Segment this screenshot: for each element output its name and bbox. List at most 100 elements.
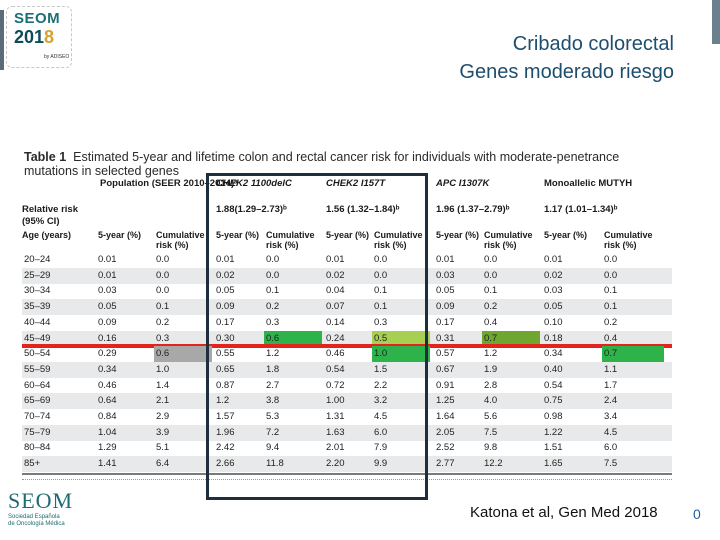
table-row: 45–49 0.16 0.3 0.30 0.6 0.24 0.5 0.31 0.7 0.18 0.4 (22, 330, 672, 347)
value-cell: 5.1 (156, 442, 170, 454)
value-cell: 0.40 (544, 363, 563, 375)
value-cell: 0.03 (544, 285, 563, 297)
value-cell: 0.1 (156, 301, 170, 313)
value-cell: 0.0 (156, 269, 170, 281)
value-cell: 6.0 (374, 426, 388, 438)
value-cell: 1.96 (216, 426, 235, 438)
table-caption-label: Table 1 (24, 150, 67, 164)
value-cell: 2.66 (216, 458, 235, 470)
left-accent-bar (0, 10, 4, 70)
age-cell: 80–84 (24, 442, 51, 454)
value-cell: 0.65 (216, 363, 235, 375)
cell-highlight (154, 346, 212, 363)
value-cell: 0.02 (326, 269, 345, 281)
value-cell: 0.2 (156, 316, 170, 328)
table-row: 30–34 0.03 0.0 0.05 0.1 0.04 0.1 0.05 0.1 0.03 0.1 (22, 283, 672, 299)
table-row: 80–84 1.29 5.1 2.42 9.4 2.01 7.9 2.52 9.8 1.51 6.0 (22, 440, 672, 456)
value-cell: 0.17 (436, 316, 455, 328)
slide-title-line2: Genes moderado riesgo (459, 61, 674, 83)
value-cell: 7.5 (604, 458, 618, 470)
value-cell: 0.05 (436, 285, 455, 297)
value-cell: 0.75 (544, 395, 563, 407)
value-cell: 0.16 (98, 332, 117, 344)
value-cell: 2.20 (326, 458, 345, 470)
value-cell: 1.63 (326, 426, 345, 438)
value-cell: 0.0 (484, 254, 498, 265)
cell-highlight (602, 346, 664, 363)
value-cell: 0.07 (326, 301, 345, 313)
value-cell: 0.0 (484, 269, 498, 281)
value-cell: 0.4 (604, 332, 618, 344)
value-cell: 0.72 (326, 379, 345, 391)
value-cell: 1.00 (326, 395, 345, 407)
value-cell: 5.3 (266, 411, 280, 422)
value-cell: 1.7 (604, 379, 618, 391)
col-header: 5-year (%) (326, 230, 370, 240)
logo-badge (6, 6, 72, 68)
value-cell: 2.77 (436, 458, 455, 470)
value-cell: 1.57 (216, 411, 235, 422)
value-cell: 0.2 (266, 301, 280, 313)
value-cell: 0.29 (98, 348, 117, 360)
age-50-threshold-line (22, 344, 672, 349)
value-cell: 1.64 (436, 411, 455, 422)
value-cell: 0.1 (266, 285, 280, 297)
rr-mutyh: 1.17 (1.01–1.34)ᵇ (544, 204, 618, 215)
relative-risk-row: Relative risk (95% CI) 1.88(1.29–2.73)ᵇ … (22, 204, 672, 227)
table-row: 25–29 0.01 0.0 0.02 0.0 0.02 0.0 0.03 0.0 0.02 0.0 (22, 267, 672, 284)
value-cell: 0.6 (266, 332, 280, 344)
column-header-row: Age (years) 5-year (%) Cumulative risk (… (22, 230, 672, 252)
value-cell: 0.57 (436, 348, 455, 360)
value-cell: 0.34 (544, 348, 563, 360)
value-cell: 0.30 (216, 332, 235, 344)
value-cell: 0.18 (544, 332, 563, 344)
value-cell: 0.02 (216, 269, 235, 281)
value-cell: 0.67 (436, 363, 455, 375)
logo-year-prefix: 201 (14, 27, 45, 47)
table-caption: Table 1 Estimated 5-year and lifetime co… (24, 150, 674, 178)
value-cell: 0.0 (374, 269, 388, 281)
value-cell: 2.8 (484, 379, 498, 391)
col-header: 5-year (%) (544, 230, 588, 240)
page-number: 0 (693, 506, 701, 522)
value-cell: 1.4 (156, 379, 170, 391)
slide-title-line1: Cribado colorectal (512, 33, 674, 55)
value-cell: 0.03 (98, 285, 117, 297)
value-cell: 0.0 (604, 269, 618, 281)
age-cell: 75–79 (24, 426, 51, 438)
age-header: Age (years) (22, 230, 72, 240)
value-cell: 0.04 (326, 285, 345, 297)
value-cell: 3.2 (374, 395, 388, 407)
value-cell: 0.54 (326, 363, 345, 375)
value-cell: 0.55 (216, 348, 235, 360)
value-cell: 0.0 (156, 285, 170, 297)
value-cell: 3.8 (266, 395, 280, 407)
table-row: 35–39 0.05 0.1 0.09 0.2 0.07 0.1 0.09 0.2 0.05 0.1 (22, 299, 672, 316)
value-cell: 1.0 (156, 363, 170, 375)
age-cell: 40–44 (24, 316, 51, 328)
value-cell: 0.1 (374, 285, 388, 297)
table-row: 50–54 0.29 0.6 0.55 1.2 0.46 1.0 0.57 1.2 0.34 0.7 (22, 346, 672, 363)
value-cell: 0.01 (216, 254, 235, 265)
right-accent-bar (712, 0, 720, 44)
value-cell: 0.05 (98, 301, 117, 313)
value-cell: 0.14 (326, 316, 345, 328)
value-cell: 2.1 (156, 395, 170, 407)
value-cell: 0.1 (604, 285, 618, 297)
bottom-logo-sub2: de Oncología Médica (8, 521, 65, 527)
value-cell: 1.2 (216, 395, 230, 407)
population-header: Population (SEER 2010–2014)ᵃ (100, 178, 238, 189)
value-cell: 0.7 (484, 332, 498, 344)
bottom-logo-word: SEOM (8, 488, 74, 513)
logo-byline: by ADISEO (44, 54, 70, 60)
value-cell: 0.34 (98, 363, 117, 375)
col-header: 5-year (%) (436, 230, 480, 240)
value-cell: 1.9 (484, 363, 498, 375)
value-cell: 5.6 (484, 411, 498, 422)
table-caption-text: Estimated 5-year and lifetime colon and … (24, 150, 620, 178)
value-cell: 0.1 (484, 285, 498, 297)
value-cell: 1.2 (266, 348, 280, 360)
value-cell: 0.24 (326, 332, 345, 344)
seom-bottom-logo: SEOM Sociedad Española de Oncología Médi… (8, 488, 88, 538)
value-cell: 1.1 (604, 363, 618, 375)
